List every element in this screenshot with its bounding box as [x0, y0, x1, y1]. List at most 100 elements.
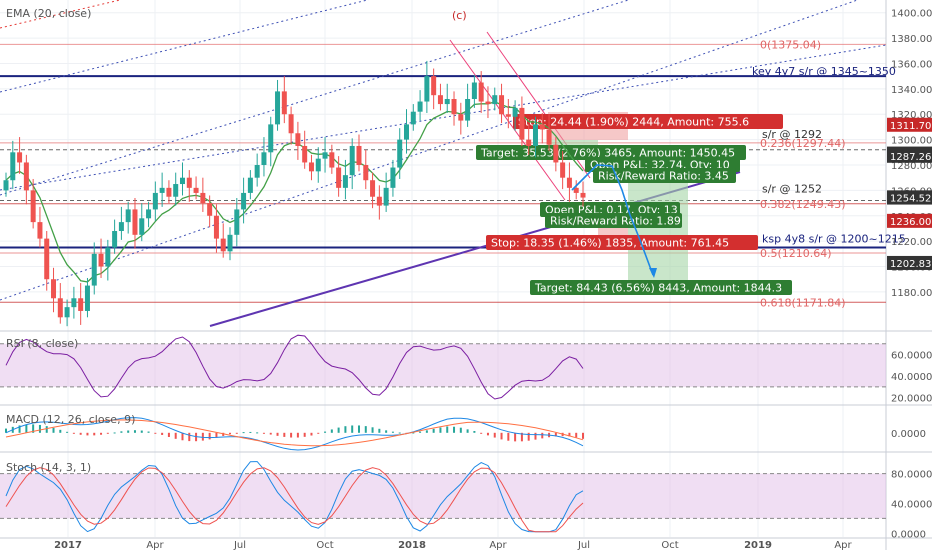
macd-hist-42 [290, 432, 293, 438]
macd-hist-43 [296, 432, 299, 438]
candle-body-41 [281, 91, 287, 115]
candle-body-29 [200, 192, 206, 204]
macd-hist-69 [473, 430, 476, 433]
macd-hist-32 [222, 432, 225, 436]
price-tag-bg-0 [887, 117, 932, 132]
fib-label-0: 0(1375.04) [760, 38, 821, 51]
price-tag-bg-4 [887, 190, 932, 205]
candle-body-25 [173, 184, 179, 197]
candle-body-49 [336, 167, 342, 188]
macd-hist-19 [133, 430, 136, 433]
candle-body-27 [186, 177, 192, 188]
candle-body-68 [465, 99, 471, 121]
macd-hist-7 [52, 427, 55, 433]
stoch-tick-2: 80.0000 [891, 470, 932, 481]
macd-hist-41 [283, 432, 286, 437]
candle-body-11 [78, 298, 84, 311]
candle-body-33 [227, 234, 233, 252]
candle-body-70 [478, 82, 484, 102]
stoch-label: Stoch (14, 3, 1) [6, 461, 91, 474]
time-tick-0: 2017 [54, 540, 82, 550]
rsi-tick-0: 20.0000 [891, 394, 932, 405]
candle-body-76 [519, 107, 525, 140]
rr-box-2-bg [545, 213, 682, 228]
candle-body-67 [458, 114, 464, 121]
macd-hist-66 [453, 426, 456, 433]
candle-body-83 [566, 177, 572, 188]
macd-hist-74 [507, 432, 510, 441]
macd-hist-55 [378, 428, 381, 433]
candle-body-36 [247, 177, 253, 193]
macd-hist-75 [514, 432, 517, 442]
macd-hist-12 [86, 432, 89, 436]
price-tag-5: 1236.00 [890, 217, 931, 228]
price-tag-0: 1311.70 [890, 121, 931, 132]
stoch-tick-0: 0.0000 [891, 529, 926, 540]
candle-body-24 [166, 187, 172, 197]
candle-body-65 [444, 99, 450, 105]
candle-body-7 [51, 279, 57, 299]
macd-hist-35 [242, 432, 245, 434]
candle-body-9 [64, 307, 70, 318]
time-tick-7: Oct [661, 540, 678, 550]
candle-body-23 [159, 187, 165, 193]
macd-hist-26 [181, 432, 184, 441]
macd-hist-24 [167, 432, 170, 437]
candle-body-69 [471, 82, 477, 99]
macd-hist-25 [174, 432, 177, 439]
red-dotted-trend [0, 0, 121, 29]
price-tick-8: 1340.00 [891, 85, 932, 96]
trend-lines [0, 0, 887, 327]
stop-box-2-bg [486, 235, 758, 250]
macd-hist-64 [439, 427, 442, 433]
macd-hist-13 [93, 432, 96, 436]
rsi-band [0, 343, 886, 387]
price-tick-7: 1320.00 [891, 110, 932, 121]
candle-body-6 [44, 238, 50, 280]
candle-body-55 [376, 196, 382, 206]
candle-body-15 [105, 247, 111, 267]
macd-hist-48 [330, 429, 333, 433]
macd-hist-0 [5, 428, 7, 433]
rr-box-2-text: Risk/Reward Ratio: 1.89 [550, 215, 681, 228]
channel-lower [0, 0, 859, 301]
macd-hist-60 [412, 432, 415, 434]
candle-body-60 [410, 111, 416, 125]
candle-body-47 [322, 152, 328, 159]
projection-path [571, 164, 654, 276]
candle-body-14 [98, 253, 104, 267]
price-tag-bg-6 [887, 255, 932, 270]
candle-body-18 [125, 209, 131, 223]
macd-hist-63 [432, 428, 435, 433]
candle-body-62 [424, 76, 430, 102]
candle-body-20 [139, 218, 145, 235]
channel-hidden [0, 0, 886, 215]
candle-body-63 [431, 76, 437, 96]
stop-box-2-text: Stop: 18.35 (1.46%) 1835, Amount: 761.45 [491, 237, 729, 250]
candle-body-78 [532, 124, 538, 146]
macd-hist-52 [357, 425, 360, 433]
macd-hist-14 [100, 432, 103, 435]
pink-channel-a [449, 39, 566, 201]
candle-body-50 [342, 175, 348, 188]
macd-hist-6 [45, 426, 48, 433]
price-tag-6: 1202.83 [890, 259, 931, 270]
candle-body-12 [84, 285, 90, 311]
trade-boxes: Stop: 24.44 (1.90%) 2444, Amount: 755.6 T… [476, 112, 792, 295]
macd-hist-11 [79, 432, 82, 435]
price-tag-2: 1287.26 [890, 152, 931, 163]
candle-body-10 [71, 298, 77, 308]
candles [3, 60, 586, 327]
projection-arrowhead [649, 268, 657, 278]
candle-body-48 [329, 152, 335, 168]
candle-body-80 [546, 129, 552, 145]
stoch-band [0, 473, 886, 519]
price-tick-9: 1360.00 [891, 59, 932, 70]
candle-body-45 [308, 162, 314, 172]
level-lines [0, 43, 886, 303]
price-tick-10: 1380.00 [891, 34, 932, 45]
candle-body-16 [112, 231, 118, 248]
candle-body-75 [512, 107, 518, 117]
macd-hist-9 [66, 431, 69, 433]
candle-body-35 [241, 192, 247, 210]
